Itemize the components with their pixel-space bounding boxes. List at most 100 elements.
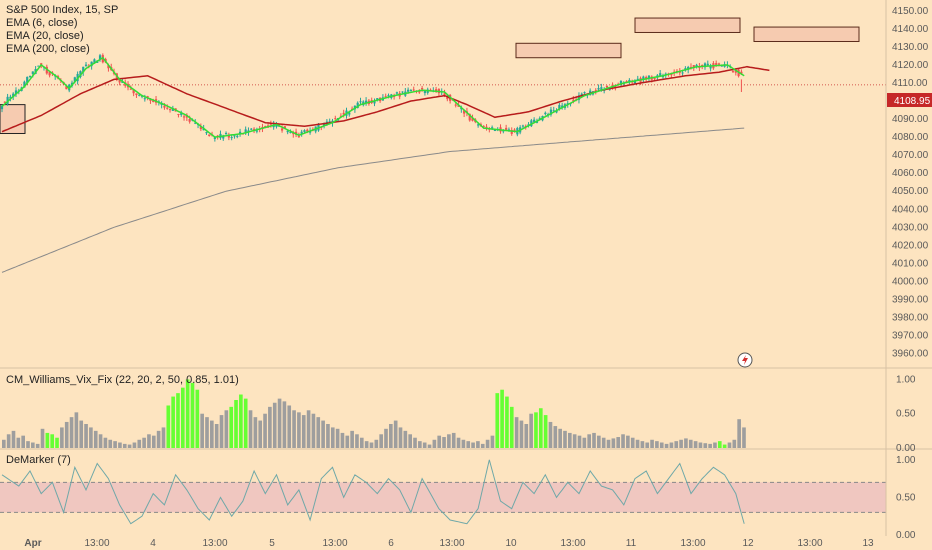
candle-body <box>6 96 9 104</box>
wvf-bar <box>529 413 533 448</box>
y-tick-label: 4150.00 <box>892 6 929 17</box>
candle-body <box>521 125 525 127</box>
wvf-bar <box>480 443 485 448</box>
wvf-bar <box>103 437 108 448</box>
wvf-bar <box>601 437 606 448</box>
wvf-bar <box>693 441 698 448</box>
wvf-bar <box>93 430 98 448</box>
wvf-tick-label: 1.00 <box>896 374 916 385</box>
demarker-tick-label: 0.50 <box>896 492 916 503</box>
candle-body <box>703 63 707 68</box>
demarker-tick-label: 1.00 <box>896 455 916 466</box>
wvf-bar <box>606 439 611 448</box>
wvf-bar <box>180 387 185 448</box>
x-tick-label: 13 <box>862 538 874 549</box>
y-tick-label: 4090.00 <box>892 114 929 125</box>
candle-body <box>280 128 284 131</box>
candle-body <box>107 65 110 69</box>
wvf-bar <box>26 441 30 448</box>
candle-body <box>28 76 32 78</box>
wvf-bar <box>132 442 137 448</box>
wvf-bar <box>137 439 142 448</box>
wvf-bar <box>582 437 587 448</box>
wvf-bar <box>200 413 204 448</box>
wvf-bar <box>626 435 630 448</box>
wvf-bar <box>688 439 693 448</box>
candle-body <box>423 90 427 94</box>
candle-body <box>0 105 4 110</box>
wvf-bar <box>442 437 446 448</box>
wvf-bar <box>713 442 717 448</box>
wvf-bar <box>161 427 166 448</box>
wvf-bar <box>45 432 50 448</box>
candle-body <box>535 121 539 123</box>
wvf-bar <box>737 419 741 448</box>
candle-body <box>224 132 228 135</box>
wvf-bar <box>451 432 456 448</box>
candle-body <box>709 65 712 69</box>
wvf-bar <box>495 393 500 448</box>
candle-body <box>79 71 82 77</box>
price-tag-bg <box>887 93 932 107</box>
candle-body <box>233 135 236 137</box>
wvf-bar <box>345 435 350 448</box>
y-tick-label: 4140.00 <box>892 24 929 35</box>
candle-body <box>645 76 648 80</box>
candle-body <box>485 126 488 128</box>
candle-body <box>435 89 438 92</box>
legend-ema6: EMA (6, close) <box>6 17 78 29</box>
candle-body <box>482 126 485 128</box>
candle-body <box>275 124 278 127</box>
candle-body <box>530 120 533 127</box>
candle-body <box>407 89 410 92</box>
candle-body <box>348 112 351 115</box>
candle-body <box>168 109 172 111</box>
y-tick-label: 4000.00 <box>892 276 929 287</box>
candle-body <box>182 116 186 118</box>
y-tick-label: 4020.00 <box>892 240 929 251</box>
candle-body <box>342 112 345 115</box>
demarker-title: DeMarker (7) <box>6 454 71 466</box>
candle-body <box>364 100 368 104</box>
price-tag: 4108.95 <box>887 93 932 107</box>
candle-body <box>412 89 415 91</box>
wvf-bar <box>6 434 11 448</box>
wvf-bar <box>292 410 296 448</box>
candle-body <box>98 55 102 60</box>
alert-icon[interactable] <box>737 352 753 368</box>
candle-body <box>37 65 40 67</box>
wvf-bar <box>55 437 59 448</box>
candle-body <box>236 135 239 137</box>
wvf-bar <box>447 434 451 448</box>
candle-body <box>188 119 191 122</box>
candle-body <box>356 102 359 109</box>
candle-body <box>146 96 149 98</box>
wvf-bar <box>413 437 417 448</box>
x-tick-label: 12 <box>742 538 754 549</box>
wvf-bar <box>89 427 93 448</box>
wvf-bar <box>301 415 306 448</box>
wvf-bar <box>379 434 383 448</box>
wvf-bar <box>500 389 504 448</box>
y-tick-label: 4080.00 <box>892 132 929 143</box>
wvf-bar <box>645 442 650 448</box>
y-tick-label: 4130.00 <box>892 42 929 53</box>
wvf-bar <box>190 382 195 448</box>
candle-body <box>393 95 396 97</box>
wvf-bar <box>587 434 591 448</box>
candle-body <box>701 64 704 67</box>
candle-body <box>199 126 202 130</box>
candle-body <box>401 91 404 93</box>
wvf-bar <box>355 434 359 448</box>
candle-body <box>31 71 34 75</box>
wvf-bar <box>166 405 171 448</box>
wvf-bar <box>476 441 480 448</box>
wvf-bar <box>277 398 282 448</box>
y-tick-label: 4050.00 <box>892 186 929 197</box>
wvf-bar <box>679 439 683 448</box>
candle-body <box>26 76 29 83</box>
wvf-bar <box>258 420 263 448</box>
y-tick-label: 4040.00 <box>892 204 929 215</box>
wvf-bar <box>210 420 214 448</box>
candle-body <box>118 79 121 83</box>
